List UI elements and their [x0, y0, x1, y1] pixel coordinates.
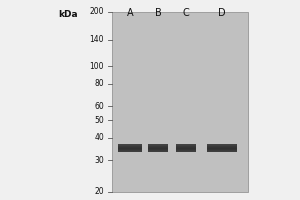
Bar: [176, 148, 196, 149]
Bar: [118, 146, 142, 147]
Bar: [176, 149, 196, 150]
Bar: [176, 144, 196, 145]
Bar: [118, 149, 142, 150]
Text: 200: 200: [89, 7, 104, 17]
Bar: [207, 151, 237, 152]
Text: 60: 60: [94, 102, 104, 111]
Bar: [118, 145, 142, 146]
Text: C: C: [183, 8, 189, 18]
Bar: [207, 146, 237, 147]
Bar: [207, 145, 237, 146]
Bar: [148, 151, 168, 152]
Text: 20: 20: [94, 188, 104, 196]
Bar: [148, 146, 168, 147]
Bar: [148, 147, 168, 148]
Bar: [207, 149, 237, 150]
Bar: [118, 147, 142, 148]
Bar: [118, 151, 142, 152]
Text: A: A: [127, 8, 133, 18]
Text: 80: 80: [94, 79, 104, 88]
Text: 40: 40: [94, 133, 104, 142]
Bar: [176, 150, 196, 151]
Bar: [207, 150, 237, 151]
Bar: [176, 146, 196, 147]
Bar: [176, 145, 196, 146]
Text: D: D: [218, 8, 226, 18]
Bar: [118, 144, 142, 145]
Text: 50: 50: [94, 116, 104, 125]
Bar: [207, 147, 237, 148]
Bar: [176, 151, 196, 152]
Text: kDa: kDa: [58, 10, 78, 19]
Text: B: B: [154, 8, 161, 18]
Text: 30: 30: [94, 156, 104, 165]
Bar: [148, 144, 168, 145]
Bar: [118, 148, 142, 149]
Bar: [118, 150, 142, 151]
Bar: [207, 144, 237, 145]
Bar: [148, 148, 168, 149]
Bar: [148, 150, 168, 151]
Text: 100: 100: [89, 62, 104, 71]
Bar: [148, 149, 168, 150]
Bar: [207, 148, 237, 149]
Bar: [112, 12, 248, 192]
Text: 140: 140: [89, 35, 104, 44]
Bar: [148, 145, 168, 146]
Bar: [176, 147, 196, 148]
